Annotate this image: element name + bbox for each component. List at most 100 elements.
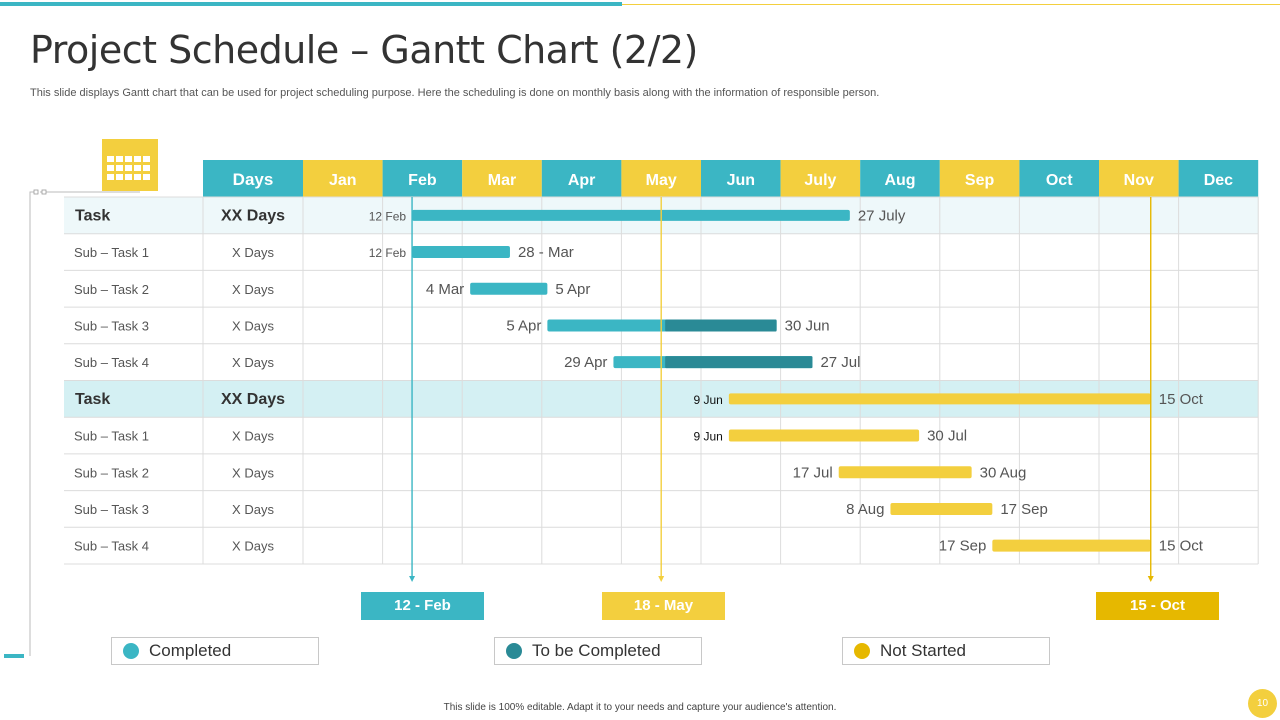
month-header-label: Dec [1204,172,1233,189]
milestone-arrow [1147,576,1154,582]
task-days-label: X Days [232,502,274,517]
task-name-label: Task [75,207,110,224]
month-header-label: Jan [329,172,357,189]
month-header-label: May [646,172,677,189]
milestone-label: 12 - Feb [394,597,451,614]
month-header-label: Aug [884,172,915,189]
milestone-arrow [409,576,416,582]
milestone-arrow [658,576,665,582]
left-bracket-node [33,189,39,195]
page-subtitle: This slide displays Gantt chart that can… [30,87,880,99]
gantt-bar [470,282,548,295]
month-header-label: Nov [1124,172,1154,189]
gantt-bar [992,539,1151,552]
legend-to-be-completed: To be Completed [494,637,702,665]
bar-end-label: 15 Oct [1159,538,1204,555]
month-header-label: Sep [965,172,995,189]
bar-start-label: 29 Apr [564,354,607,371]
month-header-label: Feb [408,172,437,189]
bar-end-label: 5 Apr [555,281,590,298]
milestone-label: 15 - Oct [1129,597,1186,614]
bar-end-label: 15 Oct [1159,391,1204,408]
legend-dot [506,643,522,659]
bar-start-label: 17 Sep [939,538,987,555]
month-header-label: Oct [1046,172,1073,189]
header-days-label: Days [233,170,274,189]
task-days-label: X Days [232,465,274,480]
legend-not-started: Not Started [842,637,1050,665]
legend-label: To be Completed [532,641,661,660]
month-header-cell [621,160,701,197]
milestone-may: 18 - May [602,592,725,620]
task-name-label: Sub – Task 4 [74,539,149,554]
task-name-label: Sub – Task 4 [74,355,149,370]
gantt-bar [728,429,920,442]
legend-dot [123,643,139,659]
bar-end-label: 30 Aug [980,464,1027,481]
gantt-bar-remaining [665,356,813,369]
bar-end-label: 30 Jun [785,317,830,334]
month-header-cell [860,160,940,197]
gantt-bar [890,502,993,515]
bar-end-label: 30 Jul [927,428,967,445]
page-title: Project Schedule – Gantt Chart (2/2) [30,28,698,72]
task-days-label: X Days [232,282,274,297]
milestone-oct: 15 - Oct [1096,592,1219,620]
bar-start-label: 12 Feb [369,209,407,223]
task-days-label: X Days [232,355,274,370]
bar-start-label: 4 Mar [426,281,464,298]
month-header-cell [701,160,781,197]
bar-end-label: 27 July [858,207,906,224]
month-header-label: July [804,172,836,189]
left-bracket-marker [4,654,24,658]
bar-start-label: 9 Jun [694,430,723,444]
milestone-feb: 12 - Feb [361,592,484,620]
legend-dot [854,643,870,659]
task-days-label: X Days [232,318,274,333]
month-header-label: Apr [568,172,596,189]
page-number: 10 [1248,689,1277,718]
legend-label: Completed [149,641,232,660]
gantt-bar [412,209,850,221]
task-name-label: Sub – Task 3 [74,318,149,333]
legend-completed: Completed [111,637,319,665]
top-accent-bar [0,2,622,6]
task-days-label: XX Days [221,391,285,408]
month-header-label: Mar [488,172,516,189]
gantt-bar [728,393,1151,405]
left-bracket-line [29,191,36,656]
month-header-cell [462,160,542,197]
month-header-cell [780,160,861,197]
month-header-cell [1178,160,1259,197]
bar-end-label: 28 - Mar [518,244,574,261]
month-header-cell [1019,160,1099,197]
month-header-cell [303,160,383,197]
month-header-label: Jun [727,172,755,189]
month-header-cell [382,160,463,197]
gantt-bar [412,246,510,259]
task-days-label: X Days [232,429,274,444]
task-name-label: Sub – Task 1 [74,429,149,444]
milestone-label: 18 - May [633,597,694,614]
task-days-label: XX Days [221,207,285,224]
task-name-label: Sub – Task 1 [74,245,149,260]
calendar-icon [102,139,158,191]
month-header-cell [541,160,622,197]
header-days-cell [203,160,303,197]
bar-start-label: 5 Apr [506,317,541,334]
footer-note: This slide is 100% editable. Adapt it to… [443,702,837,713]
task-days-label: X Days [232,245,274,260]
bar-start-label: 8 Aug [846,501,884,518]
legend-label: Not Started [880,641,966,660]
top-accent-line [622,4,1280,5]
bar-start-label: 17 Jul [793,464,833,481]
task-name-label: Sub – Task 2 [74,282,149,297]
bar-end-label: 27 Jul [820,354,860,371]
task-name-label: Sub – Task 2 [74,465,149,480]
gantt-bar-remaining [665,319,777,332]
bar-start-label: 12 Feb [369,246,407,260]
left-bracket-node [41,189,47,195]
month-header-cell [1099,160,1179,197]
gantt-bar [838,466,972,479]
